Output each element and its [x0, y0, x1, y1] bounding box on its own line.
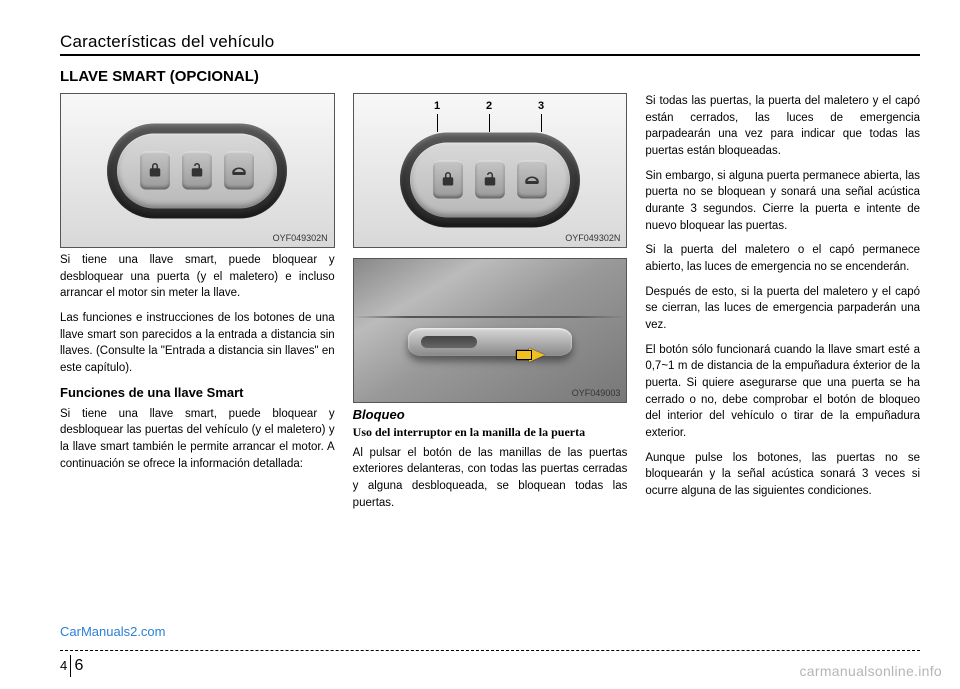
running-header: Características del vehículo — [60, 32, 920, 52]
lock-button-icon — [140, 152, 170, 190]
unlock-button-icon — [182, 152, 212, 190]
body-text: Al pulsar el botón de las manillas de la… — [353, 445, 628, 512]
key-fob-face — [410, 142, 570, 217]
figure-smart-key: OYF049302N — [60, 93, 335, 248]
section-title: LLAVE SMART (OPCIONAL) — [60, 68, 920, 85]
body-text: Si la puerta del maletero o el capó perm… — [645, 242, 920, 275]
page-number: 4 6 — [60, 657, 83, 675]
callout-1: 1 — [434, 100, 440, 112]
three-column-layout: OYF049302N Si tiene una llave smart, pue… — [60, 93, 920, 519]
key-fob — [400, 132, 580, 227]
callout-group: 1 2 3 — [420, 100, 560, 130]
body-text: El botón sólo funcionará cuando la llave… — [645, 342, 920, 442]
body-text: Si todas las puertas, la puerta del male… — [645, 93, 920, 160]
column-2: 1 2 3 — [353, 93, 628, 519]
figure-code: OYF049302N — [273, 233, 328, 243]
body-text: Después de esto, si la puerta del malete… — [645, 284, 920, 334]
page-num-page: 6 — [74, 657, 83, 674]
page-num-section: 4 — [60, 658, 67, 673]
body-text: Si tiene una llave smart, puede bloquear… — [60, 252, 335, 302]
body-text: Las funciones e instrucciones de los bot… — [60, 310, 335, 377]
callout-3: 3 — [538, 100, 544, 112]
watermark-link: CarManuals2.com — [60, 624, 166, 639]
handle-recess — [421, 336, 477, 348]
unlock-button-icon — [475, 161, 505, 199]
subheading-italic: Bloqueo — [353, 407, 628, 422]
manual-page: { "header": { "running_title": "Caracter… — [0, 0, 960, 689]
subheading: Funciones de una llave Smart — [60, 385, 335, 400]
door-handle — [408, 328, 572, 356]
trunk-button-icon — [517, 161, 547, 199]
figure-code: OYF049302N — [565, 233, 620, 243]
figure-door-handle: OYF049003 — [353, 258, 628, 403]
figure-smart-key-callouts: 1 2 3 — [353, 93, 628, 248]
key-fob — [107, 123, 287, 218]
subheading-serif: Uso del interruptor en la manilla de la … — [353, 425, 628, 441]
column-1: OYF049302N Si tiene una llave smart, pue… — [60, 93, 335, 519]
figure-code: OYF049003 — [572, 388, 621, 398]
body-text: Aunque pulse los botones, las puertas no… — [645, 450, 920, 500]
door-seam — [354, 316, 627, 318]
trunk-button-icon — [224, 152, 254, 190]
site-watermark: carmanualsonline.info — [800, 663, 943, 679]
column-3: Si todas las puertas, la puerta del male… — [645, 93, 920, 519]
body-text: Sin embargo, si alguna puerta permanece … — [645, 168, 920, 235]
key-fob-face — [117, 133, 277, 208]
footer-rule — [60, 650, 920, 651]
body-text: Si tiene una llave smart, puede bloquear… — [60, 406, 335, 473]
header-rule — [60, 54, 920, 56]
lock-button-icon — [433, 161, 463, 199]
callout-2: 2 — [486, 100, 492, 112]
pointer-arrow-icon — [529, 348, 545, 362]
